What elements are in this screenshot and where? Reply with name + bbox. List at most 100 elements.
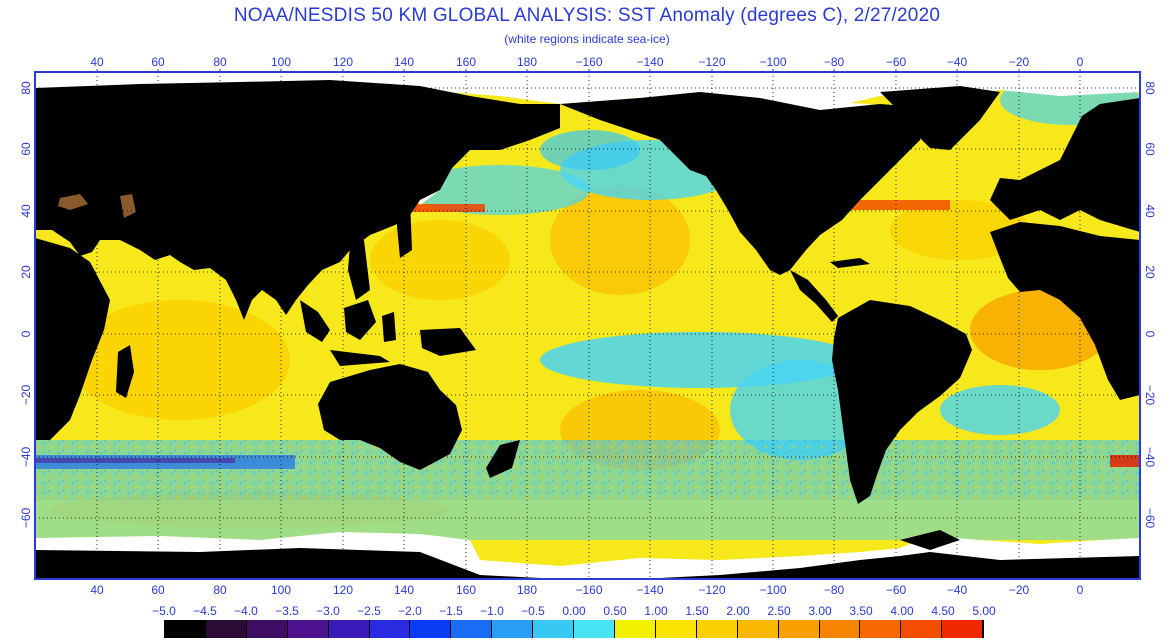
- lon-label: 180: [517, 583, 537, 597]
- legend-swatch: [205, 620, 247, 638]
- lake-aral: [120, 194, 136, 218]
- land-africa: [990, 222, 1140, 400]
- legend-swatch: [165, 620, 206, 638]
- land-borneo: [344, 300, 376, 340]
- land-australia: [318, 364, 462, 470]
- legend-swatch: [901, 620, 943, 638]
- lat-label: 40: [19, 204, 33, 218]
- land-madagascar: [116, 345, 134, 398]
- lat-label: −60: [19, 507, 33, 528]
- land-sumatra: [300, 300, 330, 342]
- legend-label: −3.5: [275, 604, 299, 618]
- lon-label: 100: [271, 583, 291, 597]
- lon-label: 60: [151, 55, 165, 69]
- cool-anomaly-south-atlantic: [940, 385, 1060, 435]
- lat-label: −40: [19, 446, 33, 467]
- lon-label: −60: [886, 55, 907, 69]
- legend-swatch: [778, 620, 820, 638]
- hot-spot-gulf-stream: [850, 200, 950, 210]
- lon-label: −20: [1009, 55, 1030, 69]
- latitude-labels-left: 80 60 40 20 0 −20 −40 −60: [19, 81, 33, 528]
- legend-swatch: [860, 620, 902, 638]
- cool-anomaly-kuroshio: [410, 165, 590, 215]
- land-java: [330, 350, 390, 366]
- lat-label: −20: [1143, 385, 1157, 406]
- lon-label: −40: [947, 55, 968, 69]
- legend-label: 4.50: [931, 604, 955, 618]
- land-europe: [990, 98, 1140, 232]
- warm-anomaly-north-pacific: [550, 185, 690, 295]
- land-central-america: [790, 270, 838, 322]
- land-antarctica-east: [35, 548, 560, 579]
- legend-label: 1.00: [644, 604, 668, 618]
- lon-label: 0: [1077, 55, 1084, 69]
- lon-label: −100: [759, 583, 786, 597]
- land-antarctic-peninsula: [900, 530, 960, 550]
- legend-label: 5.00: [972, 604, 996, 618]
- legend-swatch: [942, 620, 984, 638]
- land-layer: [35, 80, 1140, 579]
- land-south-america: [832, 300, 972, 504]
- legend-label: −1.0: [480, 604, 504, 618]
- page-subtitle: (white regions indicate sea-ice): [504, 32, 670, 46]
- legend-swatch: [410, 620, 452, 638]
- legend-color-bar: [164, 620, 984, 638]
- lat-label: 20: [1143, 265, 1157, 279]
- legend-label: 2.50: [767, 604, 791, 618]
- legend-label: −4.5: [193, 604, 217, 618]
- land-japan: [395, 200, 412, 258]
- legend-label: 4.00: [890, 604, 914, 618]
- legend-swatch: [819, 620, 861, 638]
- legend-label: −3.0: [316, 604, 340, 618]
- legend-swatch: [246, 620, 288, 638]
- legend-label: −2.5: [357, 604, 381, 618]
- lon-label: −80: [824, 55, 845, 69]
- legend-swatch: [328, 620, 370, 638]
- lon-label: 40: [90, 583, 104, 597]
- lon-label: 160: [456, 583, 476, 597]
- southern-ocean-speckle: [35, 440, 1140, 500]
- lon-label: 60: [151, 583, 165, 597]
- cool-anomaly-bering: [540, 130, 640, 170]
- legend-swatch: [574, 620, 615, 638]
- warm-anomaly-west-pacific: [370, 220, 510, 300]
- longitude-labels-bottom: 40 60 80 100 120 140 160 180 −160 −140 −…: [90, 583, 1083, 597]
- lat-label: 0: [1143, 331, 1157, 338]
- land-antarctica-west: [640, 552, 1140, 579]
- legend-label: 0.50: [603, 604, 627, 618]
- legend-label: 0.00: [562, 604, 586, 618]
- hot-spot-kuroshio-extension: [365, 204, 485, 212]
- lat-label: 0: [19, 330, 33, 337]
- lon-label: −20: [1009, 583, 1030, 597]
- lat-label: −20: [19, 384, 33, 405]
- lon-label: 120: [333, 583, 353, 597]
- legend-label: −4.0: [234, 604, 258, 618]
- lon-label: 80: [213, 55, 227, 69]
- lat-label: 60: [1143, 142, 1157, 156]
- legend-swatch: [492, 620, 534, 638]
- land-sulawesi: [382, 312, 396, 342]
- land-greenland: [880, 86, 1000, 150]
- legend-swatch: [655, 620, 697, 638]
- lat-label: 80: [19, 81, 33, 95]
- legend-swatch: [451, 620, 493, 638]
- lat-label: 40: [1143, 204, 1157, 218]
- antarctic-margin-band: [35, 500, 1140, 540]
- legend-label: −2.0: [398, 604, 422, 618]
- lon-label: −160: [575, 55, 602, 69]
- land-caribbean: [830, 258, 870, 268]
- legend-swatch: [696, 620, 738, 638]
- land-north-america: [560, 92, 930, 275]
- lat-label: 20: [19, 265, 33, 279]
- lat-label: 80: [1143, 81, 1157, 95]
- legend-label: −0.5: [521, 604, 545, 618]
- lon-label: −120: [698, 55, 725, 69]
- lakes-layer: [58, 194, 136, 218]
- legend-swatch: [614, 620, 656, 638]
- legend-label: −5.0: [152, 604, 176, 618]
- legend-swatch: [737, 620, 779, 638]
- lat-label: 60: [19, 142, 33, 156]
- lon-label: −120: [698, 583, 725, 597]
- graticule: [35, 72, 1140, 579]
